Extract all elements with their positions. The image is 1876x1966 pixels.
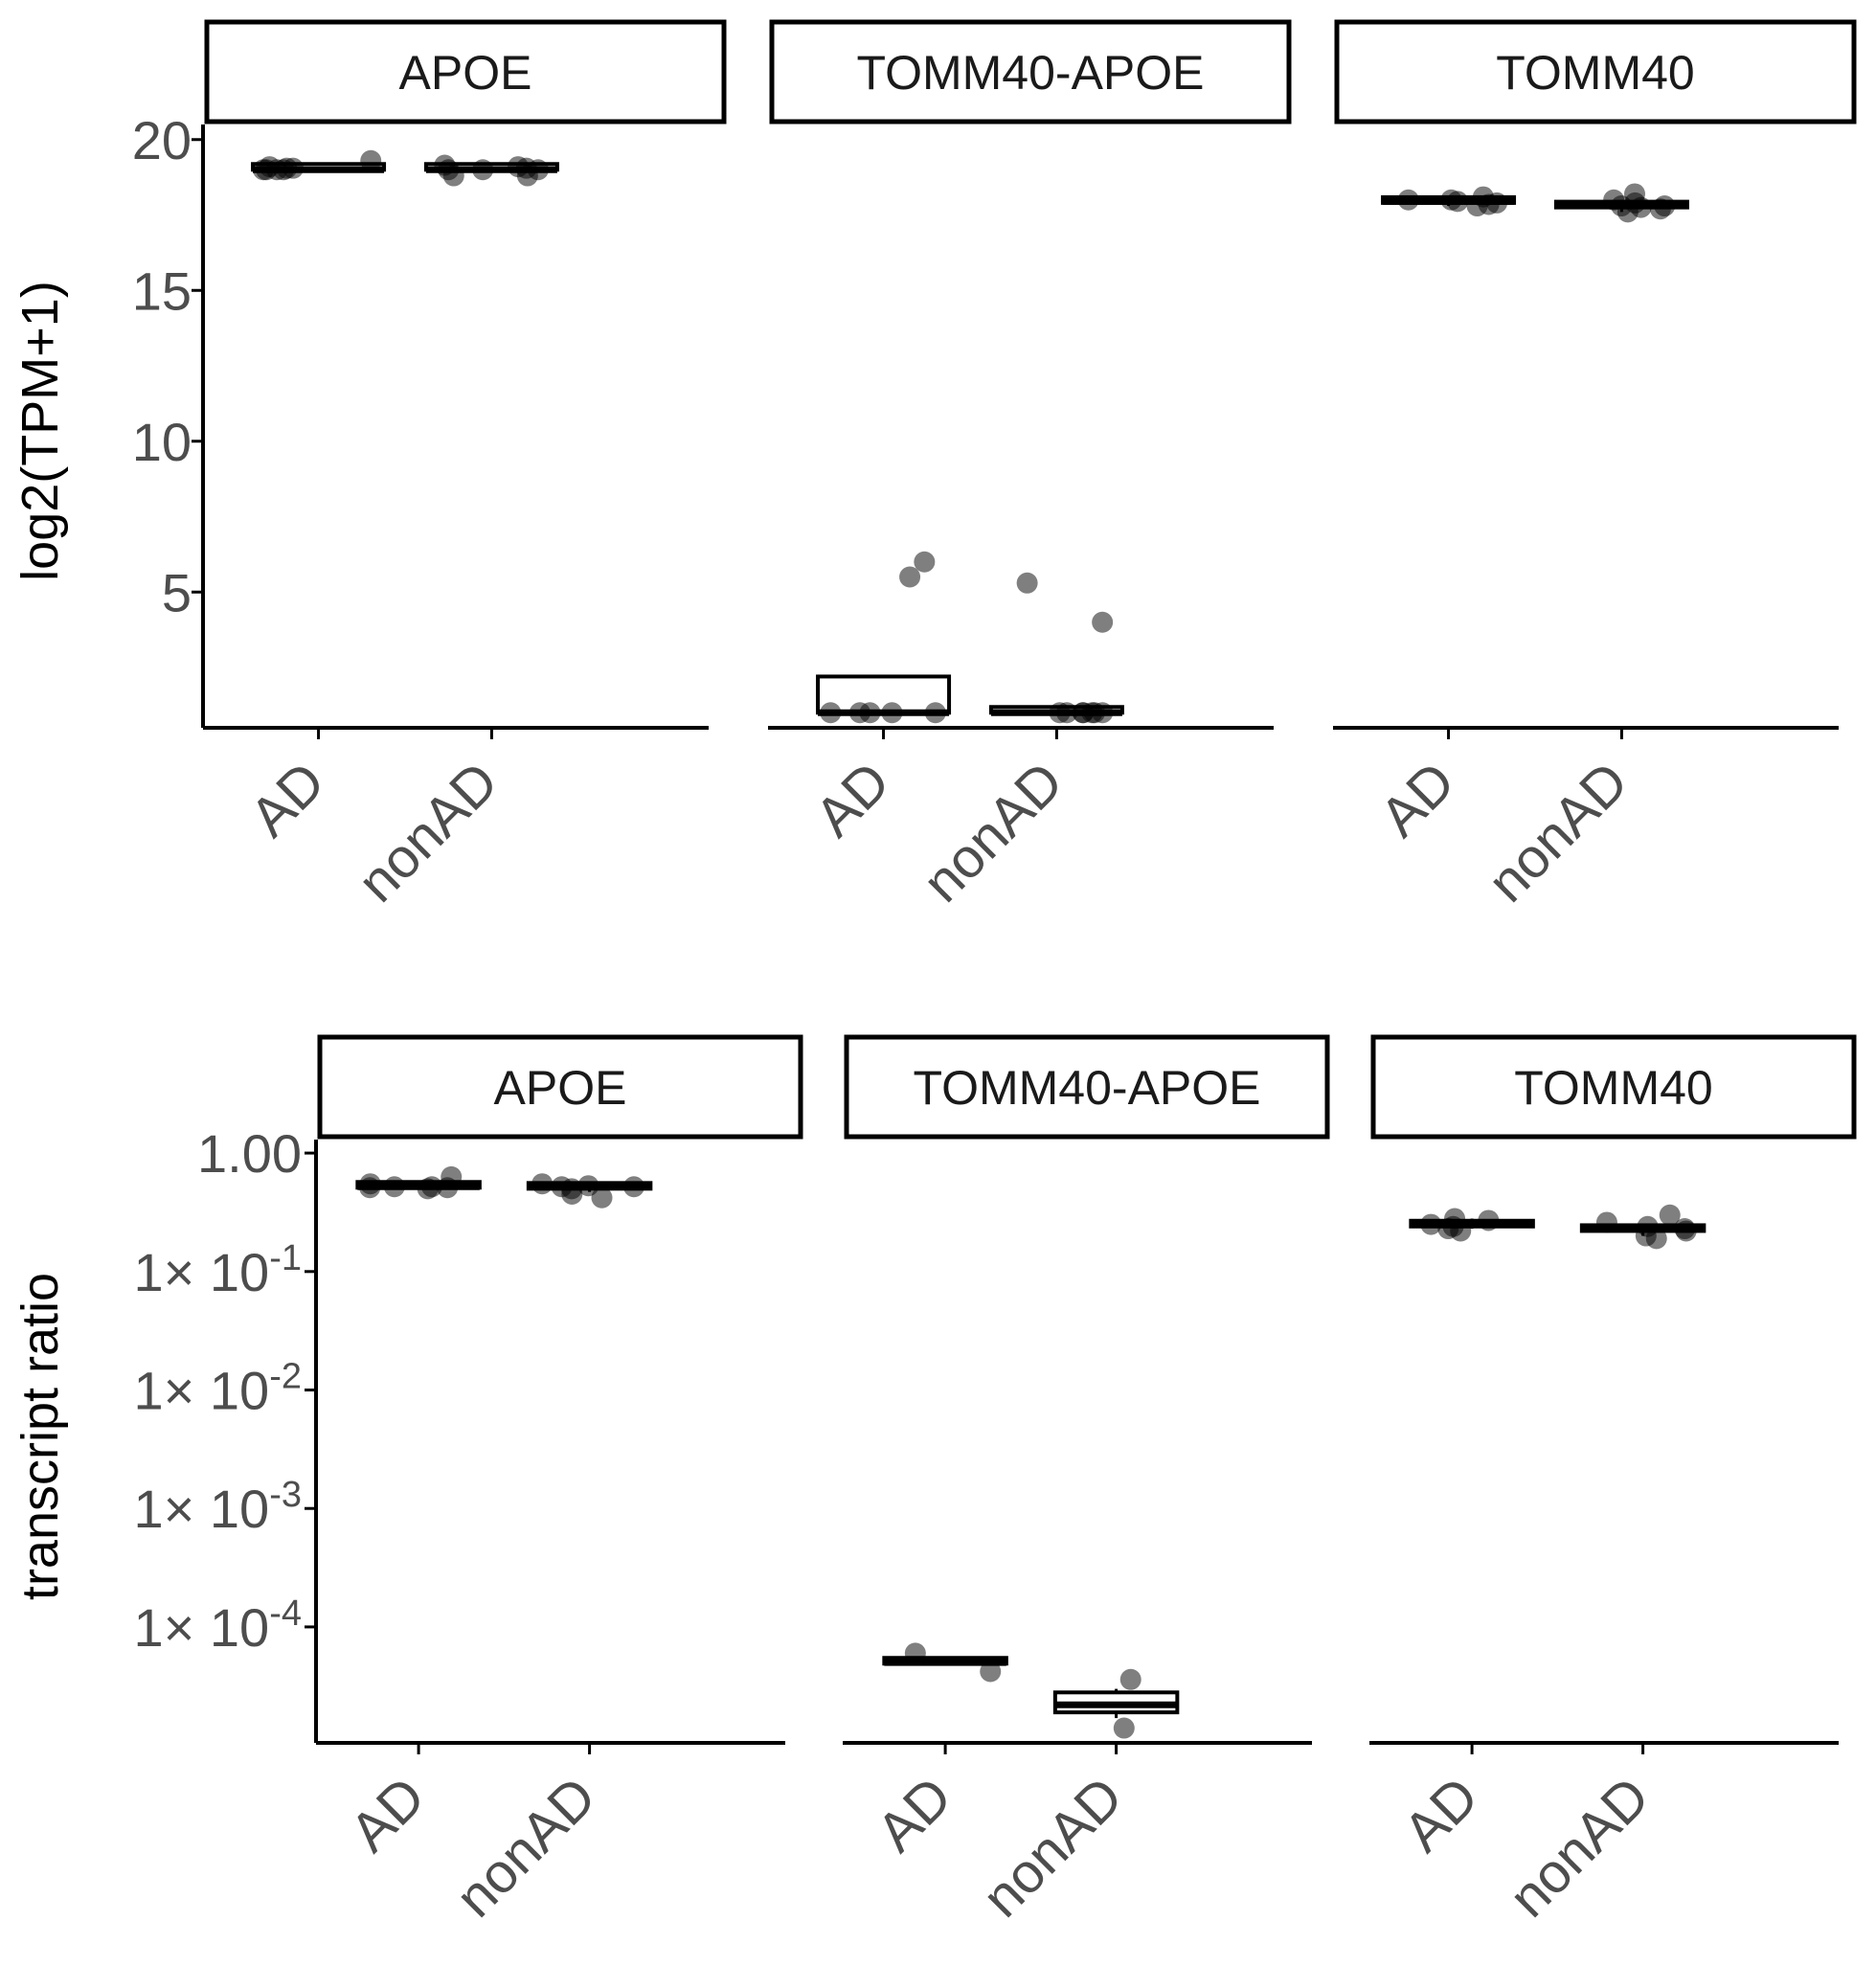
data-point xyxy=(1674,1218,1696,1240)
data-point xyxy=(1595,1211,1617,1233)
chart-2: transcript ratio APOE 1× 10-4 1× 10-3 1× 10-… xyxy=(11,1034,1857,1930)
box-group-ad: AD xyxy=(1391,1208,1535,1864)
y-tick-label: 15 xyxy=(132,260,192,321)
box-group-ad: AD xyxy=(803,551,952,848)
data-point xyxy=(577,1175,599,1197)
facet-strip xyxy=(317,1034,803,1140)
data-point xyxy=(1016,572,1038,594)
y-tick-label: 1× 10-1 xyxy=(134,1238,303,1302)
facet-apoe: APOE 1× 10-4 1× 10-3 1× 10-2 1× 10-1 1.00 AD no… xyxy=(134,1034,803,1930)
data-point xyxy=(531,1173,554,1195)
data-point xyxy=(1637,1215,1659,1237)
data-point xyxy=(848,702,870,724)
data-point xyxy=(1450,1220,1472,1242)
x-tick-label: AD xyxy=(338,1765,437,1864)
data-point xyxy=(904,1642,926,1664)
data-point xyxy=(924,702,946,724)
data-point xyxy=(899,566,921,588)
x-tick-label: nonAD xyxy=(443,1765,607,1929)
y-tick-label: 1× 10-4 xyxy=(134,1593,303,1658)
x-tick-label: AD xyxy=(1391,1765,1490,1864)
data-point xyxy=(1603,189,1625,211)
box-group-ad: AD xyxy=(865,1642,1008,1864)
x-tick-label: AD xyxy=(1368,750,1467,848)
box-group-ad: AD xyxy=(338,1165,482,1864)
data-point xyxy=(437,1177,459,1199)
data-point xyxy=(914,551,936,573)
data-point xyxy=(383,1176,405,1198)
data-point xyxy=(551,1176,573,1198)
box-group-ad: AD xyxy=(1368,186,1517,848)
data-point xyxy=(1654,195,1676,217)
x-tick-label: AD xyxy=(238,750,337,848)
box-group-nonad: nonAD xyxy=(911,572,1124,915)
data-point xyxy=(515,157,537,179)
x-tick-label: nonAD xyxy=(1497,1765,1661,1929)
y-axis-title: transcript ratio xyxy=(11,1273,69,1600)
box-group-nonad: nonAD xyxy=(1476,183,1689,915)
facet-strip xyxy=(1334,19,1857,124)
y-tick-label: 20 xyxy=(132,110,192,170)
data-point xyxy=(622,1176,644,1198)
x-tick-label: nonAD xyxy=(970,1765,1134,1929)
data-point xyxy=(1084,702,1106,724)
facet-tomm40: TOMM40 AD nonAD xyxy=(1369,1034,1857,1930)
box-group-nonad: nonAD xyxy=(346,154,559,915)
facet-apoe: APOE 5 10 15 20 AD nonAD xyxy=(132,19,727,915)
data-point xyxy=(359,1173,381,1195)
data-point xyxy=(360,149,382,171)
data-point xyxy=(881,702,903,724)
data-point xyxy=(1119,1668,1141,1690)
data-point xyxy=(420,1176,442,1198)
facet-strip-label: TOMM40 xyxy=(1514,1061,1712,1115)
data-point xyxy=(472,159,494,181)
y-tick-label: 10 xyxy=(132,412,192,472)
data-point xyxy=(820,702,842,724)
data-point xyxy=(1659,1204,1681,1226)
box-group-ad: AD xyxy=(238,149,387,848)
facet-tomm40-apoe: TOMM40-APOE AD nonAD xyxy=(843,1034,1330,1930)
data-point xyxy=(980,1661,1002,1683)
data-point xyxy=(1049,702,1071,724)
box-group-nonad: nonAD xyxy=(1497,1204,1706,1930)
data-point xyxy=(1486,192,1508,214)
y-tick-label: 1.00 xyxy=(197,1123,302,1184)
data-point xyxy=(1447,191,1469,213)
facet-tomm40: TOMM40 AD nonAD xyxy=(1333,19,1857,915)
data-point xyxy=(1420,1213,1442,1235)
data-point xyxy=(438,159,460,181)
x-tick-label: nonAD xyxy=(1476,750,1639,914)
facet-strip xyxy=(204,19,727,124)
facet-strip-label: TOMM40-APOE xyxy=(856,46,1204,100)
box-group-nonad: nonAD xyxy=(443,1173,653,1930)
data-point xyxy=(591,1186,613,1209)
data-point xyxy=(1630,196,1652,218)
x-tick-label: AD xyxy=(865,1765,963,1864)
data-point xyxy=(1397,189,1419,211)
y-tick-label: 1× 10-2 xyxy=(134,1357,303,1421)
facet-strip xyxy=(844,1034,1330,1140)
facet-strip-label: APOE xyxy=(399,46,532,100)
facet-strip-label: TOMM40 xyxy=(1496,46,1694,100)
facet-strip xyxy=(1370,1034,1857,1140)
box-group-nonad: nonAD xyxy=(970,1668,1180,1930)
x-tick-label: nonAD xyxy=(911,750,1074,914)
data-point xyxy=(1092,611,1114,633)
x-tick-label: nonAD xyxy=(346,750,509,914)
y-tick-label: 1× 10-3 xyxy=(134,1475,303,1539)
y-tick-label: 5 xyxy=(162,562,192,622)
data-point xyxy=(1478,1209,1500,1232)
facet-strip-label: TOMM40-APOE xyxy=(913,1061,1260,1115)
facet-tomm40-apoe: TOMM40-APOE AD nonAD xyxy=(768,19,1292,915)
y-axis-title: log2(TPM+1) xyxy=(11,281,69,581)
data-point xyxy=(266,159,288,181)
facet-strip xyxy=(769,19,1292,124)
data-point xyxy=(1113,1717,1135,1739)
x-tick-label: AD xyxy=(803,750,902,848)
facet-strip-label: APOE xyxy=(494,1061,627,1115)
